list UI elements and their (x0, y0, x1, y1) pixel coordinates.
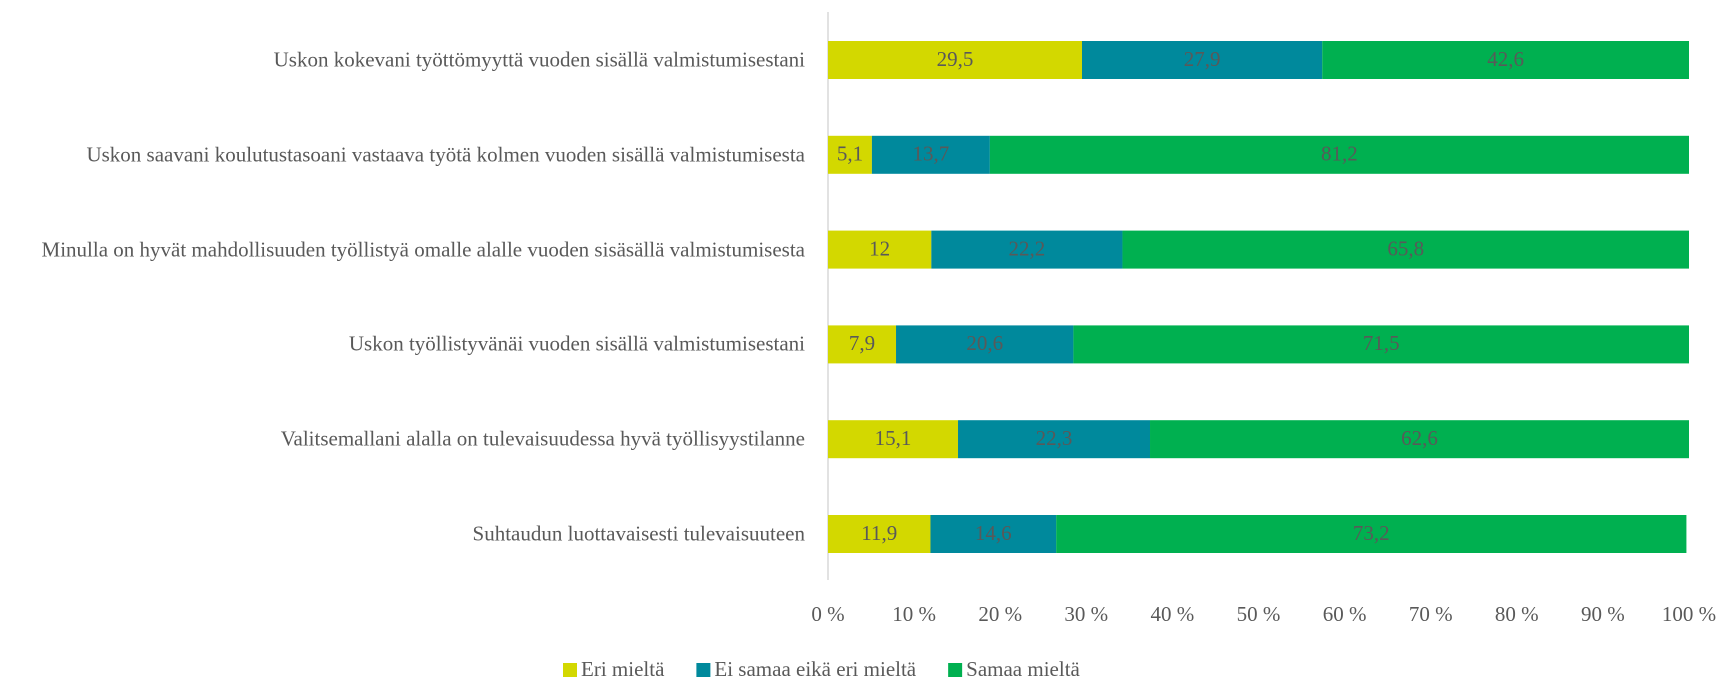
data-label: 71,5 (1363, 331, 1400, 355)
bar-segment (828, 135, 872, 174)
data-label: 81,2 (1321, 142, 1358, 166)
bar-segment (1081, 41, 1323, 79)
legend-label: Eri mieltä (581, 657, 665, 681)
bar-segment (1150, 420, 1689, 459)
category-label: Valitsemallani alalla on tulevaisuudessa… (280, 426, 805, 451)
data-label: 73,2 (1353, 521, 1390, 545)
category-label: Suhtaudun luottavaisesti tulevaisuuteen (472, 521, 805, 546)
x-tick-label: 90 % (1581, 602, 1625, 626)
x-tick-label: 10 % (892, 602, 936, 626)
category-label: Uskon saavani koulutustasoani vastaava t… (86, 142, 805, 167)
bar-segment (1073, 325, 1689, 364)
category-label: Uskon kokevani työttömyyttä vuoden sisäl… (273, 47, 805, 72)
x-tick-label: 80 % (1495, 602, 1539, 626)
bar-segment (896, 325, 1074, 364)
data-label: 42,6 (1487, 47, 1524, 71)
legend-label: Ei samaa eikä eri mieltä (714, 657, 916, 681)
category-label: Minulla on hyvät mahdollisuuden työllist… (41, 237, 805, 262)
bar-segment (1056, 515, 1687, 553)
bar-segment (931, 230, 1123, 269)
data-label: 22,2 (1009, 236, 1046, 260)
bar-segment (871, 135, 990, 174)
x-tick-label: 40 % (1151, 602, 1195, 626)
data-label: 27,9 (1184, 47, 1221, 71)
data-label: 62,6 (1401, 426, 1438, 450)
x-tick-label: 100 % (1662, 602, 1716, 626)
bar-segment (930, 515, 1057, 553)
data-label: 22,3 (1036, 426, 1073, 450)
data-label: 65,8 (1387, 236, 1424, 260)
legend-swatch (696, 663, 711, 677)
legend-swatch (563, 663, 577, 677)
category-label: Uskon työllistyvänäi vuoden sisällä valm… (348, 331, 805, 356)
bar-segment (828, 420, 959, 459)
data-label: 13,7 (913, 142, 950, 166)
x-tick-label: 20 % (978, 602, 1022, 626)
bar-segment (828, 41, 1082, 79)
data-label: 11,9 (861, 521, 897, 545)
legend-swatch (948, 663, 963, 677)
x-tick-label: 70 % (1409, 602, 1453, 626)
legend-label: Samaa mieltä (966, 657, 1080, 681)
x-tick-label: 50 % (1237, 602, 1281, 626)
data-label: 5,1 (837, 142, 863, 166)
bar-segment (989, 135, 1689, 174)
data-label: 20,6 (966, 331, 1003, 355)
bar-segment (828, 515, 931, 553)
data-label: 29,5 (937, 47, 974, 71)
data-label: 12 (869, 236, 890, 260)
x-tick-label: 60 % (1323, 602, 1367, 626)
x-tick-label: 30 % (1064, 602, 1108, 626)
bar-segment (1322, 41, 1689, 79)
bar-segment (958, 420, 1151, 459)
data-label: 7,9 (849, 331, 875, 355)
bar-segment (828, 325, 897, 364)
bar-segment (1122, 230, 1689, 269)
data-label: 14,6 (975, 521, 1012, 545)
x-tick-label: 0 % (811, 602, 844, 626)
data-label: 15,1 (875, 426, 912, 450)
bar-segment (828, 230, 932, 269)
